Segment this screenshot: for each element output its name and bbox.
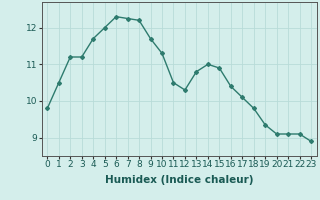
X-axis label: Humidex (Indice chaleur): Humidex (Indice chaleur)	[105, 175, 253, 185]
